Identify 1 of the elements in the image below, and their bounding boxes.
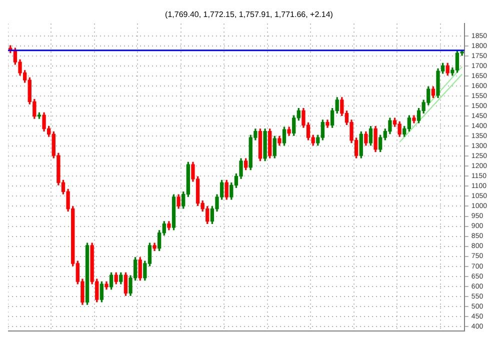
chart-title: (1,769.40, 1,772.15, 1,757.91, 1,771.66, +2.14) bbox=[165, 10, 334, 20]
